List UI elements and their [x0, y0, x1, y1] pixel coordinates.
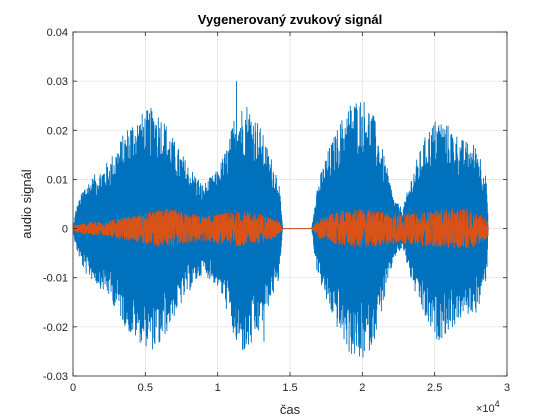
- y-tick-label: 0.04: [47, 27, 68, 39]
- y-tick-label: -0.02: [43, 322, 68, 334]
- series-line-1: [73, 81, 489, 358]
- x-exponent-label: ×104: [476, 399, 500, 415]
- chart-title: Vygenerovaný zvukový signál: [198, 12, 382, 27]
- x-tick-label: 0.5: [138, 382, 153, 394]
- x-exponent-power: 4: [495, 399, 500, 409]
- x-tick-label: 2: [359, 382, 365, 394]
- y-tick-label: -0.01: [43, 273, 68, 285]
- y-tick-label: 0.03: [47, 76, 68, 88]
- ticks: [72, 31, 508, 377]
- y-axis-label: audio signál: [19, 169, 34, 238]
- y-tick-label: 0: [62, 224, 68, 236]
- x-tick-label: 2.5: [427, 382, 442, 394]
- series-layer: [73, 81, 489, 358]
- y-tick-label: 0.01: [47, 174, 68, 186]
- x-tick-label: 0: [70, 382, 76, 394]
- plot-area: [73, 81, 489, 358]
- x-tick-label: 3: [504, 382, 510, 394]
- y-tick-label: 0.02: [47, 125, 68, 137]
- y-tick-label: -0.03: [43, 371, 68, 383]
- y-tick-labels: -0.03 -0.02 -0.01 0 0.01 0.02 0.03 0.04: [43, 27, 68, 383]
- x-axis-label: čas: [280, 402, 301, 417]
- x-tick-label: 1.5: [282, 382, 297, 394]
- x-tick-label: 1: [215, 382, 221, 394]
- x-exponent-base: ×10: [476, 403, 495, 415]
- x-tick-labels: 0 0.5 1 1.5 2 2.5 3: [70, 382, 510, 394]
- series-line-2: [73, 208, 489, 249]
